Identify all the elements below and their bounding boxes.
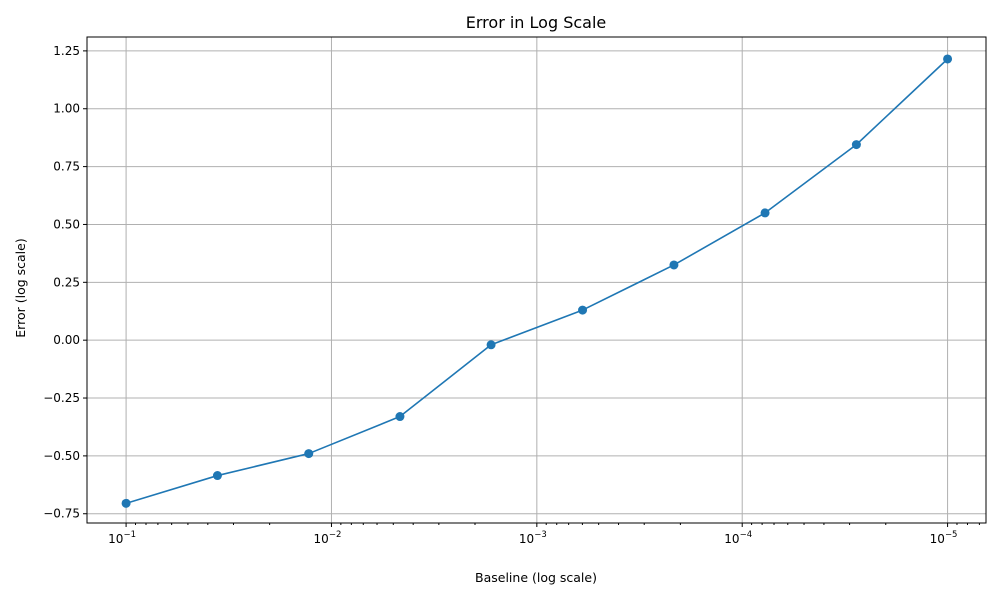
data-point [578, 305, 588, 315]
data-point [121, 498, 131, 508]
y-tick-label: −0.25 [43, 391, 80, 405]
y-tick-label: 1.25 [53, 44, 80, 58]
data-point [395, 412, 405, 422]
data-point [212, 471, 222, 481]
data-point [669, 260, 679, 270]
x-tick-label: 10−3 [519, 530, 547, 546]
y-tick-label: −0.75 [43, 507, 80, 521]
tick-layer: 10−1 10−2 10−3 10−4 10−5 −0.75 −0.50 −0.25 0.00 0… [43, 44, 980, 546]
data-point [486, 340, 496, 350]
grid-layer [87, 37, 986, 523]
x-tick-label: 10−1 [108, 530, 136, 546]
data-point [851, 140, 861, 150]
data-point [760, 208, 770, 218]
x-tick-label: 10−4 [724, 530, 752, 546]
chart-title: Error in Log Scale [466, 13, 606, 32]
y-tick-label: 0.00 [53, 333, 80, 347]
series-layer [121, 54, 953, 508]
series-line [125, 58, 949, 505]
data-point [943, 54, 953, 64]
x-tick-label: 10−2 [314, 530, 342, 546]
y-tick-label: −0.50 [43, 449, 80, 463]
y-tick-label: 0.75 [53, 160, 80, 174]
y-tick-label: 0.25 [53, 275, 80, 289]
x-axis-label: Baseline (log scale) [475, 570, 597, 585]
y-tick-label: 0.50 [53, 217, 80, 231]
data-point [304, 449, 314, 459]
x-tick-label: 10−5 [930, 530, 958, 546]
y-axis-label: Error (log scale) [13, 238, 28, 337]
y-tick-label: 1.00 [53, 102, 80, 116]
